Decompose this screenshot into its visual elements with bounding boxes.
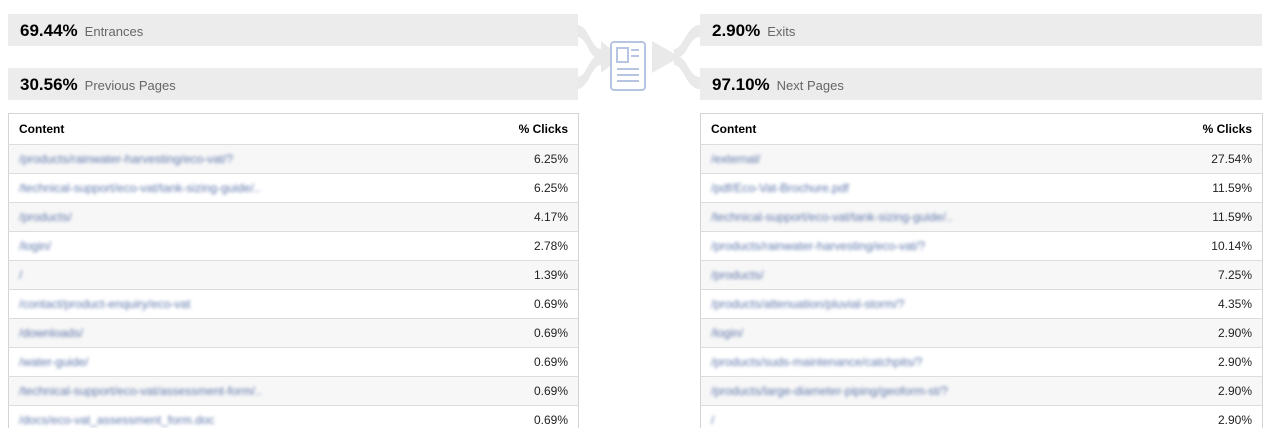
clicks-value: 0.69% xyxy=(478,347,579,377)
content-link[interactable]: /products/rainwater-harvesting/eco-vat/? xyxy=(19,152,234,166)
table-row: / 1.39% xyxy=(8,260,579,290)
content-link[interactable]: /products/ xyxy=(711,268,764,282)
content-link[interactable]: /contact/product-enquiry/eco-vat xyxy=(19,297,191,311)
table-row: /login/2.78% xyxy=(8,231,579,261)
next-pages-table: Content % Clicks /external/27.54%/pdf/Ec… xyxy=(700,113,1263,428)
content-link[interactable]: /login/ xyxy=(711,326,744,340)
table-row: /products/7.25% xyxy=(700,260,1263,290)
next-pages-percent: 97.10% xyxy=(712,75,770,94)
clicks-column-header: % Clicks xyxy=(1162,113,1263,145)
table-row: /products/suds-maintenance/catchpits/? 2.… xyxy=(700,347,1263,377)
table-header-row: Content % Clicks xyxy=(8,113,579,145)
clicks-column-header: % Clicks xyxy=(478,113,579,145)
table-row: /technical-support/eco-vat/tank-sizing-g… xyxy=(8,173,579,203)
content-link[interactable]: /external/ xyxy=(711,152,761,166)
clicks-value: 27.54% xyxy=(1162,144,1263,174)
previous-pages-percent: 30.56% xyxy=(20,75,78,94)
clicks-value: 2.90% xyxy=(1162,376,1263,406)
exits-label: Exits xyxy=(767,24,796,39)
clicks-value: 4.17% xyxy=(478,202,579,232)
table-header-row: Content % Clicks xyxy=(700,113,1263,145)
clicks-value: 11.59% xyxy=(1162,173,1263,203)
clicks-value: 4.35% xyxy=(1162,289,1263,319)
previous-pages-label: Previous Pages xyxy=(84,78,176,93)
content-link[interactable]: /login/ xyxy=(19,239,52,253)
content-link[interactable]: /products/rainwater-harvesting/eco-vat/? xyxy=(711,239,926,253)
clicks-value: 0.69% xyxy=(478,318,579,348)
clicks-value: 2.78% xyxy=(478,231,579,261)
content-link[interactable]: /products/suds-maintenance/catchpits/? xyxy=(711,355,923,369)
table-row: / 2.90% xyxy=(700,405,1263,428)
entrances-summary-bar: 69.44% Entrances xyxy=(8,14,578,46)
table-row: /external/27.54% xyxy=(700,144,1263,174)
content-link[interactable]: / xyxy=(711,413,715,427)
table-row: /products/4.17% xyxy=(8,202,579,232)
table-row: /login/2.90% xyxy=(700,318,1263,348)
next-pages-summary-bar: 97.10% Next Pages xyxy=(700,68,1262,100)
previous-pages-summary-bar: 30.56% Previous Pages xyxy=(8,68,578,100)
table-row: /contact/product-enquiry/eco-vat 0.69% xyxy=(8,289,579,319)
clicks-value: 2.90% xyxy=(1162,405,1263,428)
content-link[interactable]: /downloads/ xyxy=(19,326,84,340)
next-pages-label: Next Pages xyxy=(776,78,844,93)
content-link[interactable]: /docs/eco-vat_assessment_form.doc xyxy=(19,413,215,427)
table-row: /products/attenuation/pluvial-storm/? 4.3… xyxy=(700,289,1263,319)
content-link[interactable]: /technical-support/eco-vat/assessment-fo… xyxy=(19,384,262,398)
clicks-value: 11.59% xyxy=(1162,202,1263,232)
table-row: /technical-support/eco-vat/tank-sizing-g… xyxy=(700,202,1263,232)
clicks-value: 0.69% xyxy=(478,376,579,406)
previous-pages-table: Content % Clicks /products/rainwater-har… xyxy=(8,113,579,428)
table-row: /products/rainwater-harvesting/eco-vat/?… xyxy=(8,144,579,174)
clicks-value: 1.39% xyxy=(478,260,579,290)
entrances-percent: 69.44% xyxy=(20,21,78,40)
clicks-value: 0.69% xyxy=(478,405,579,428)
content-link[interactable]: /technical-support/eco-vat/tank-sizing-g… xyxy=(19,181,261,195)
clicks-value: 6.25% xyxy=(478,144,579,174)
table-row: /water-guide/0.69% xyxy=(8,347,579,377)
table-row: /downloads/0.69% xyxy=(8,318,579,348)
table-row: /products/large-diameter-piping/geoform-… xyxy=(700,376,1263,406)
content-column-header: Content xyxy=(8,113,479,145)
content-link[interactable]: /water-guide/ xyxy=(19,355,89,369)
table-row: /technical-support/eco-vat/assessment-fo… xyxy=(8,376,579,406)
clicks-value: 10.14% xyxy=(1162,231,1263,261)
clicks-value: 0.69% xyxy=(478,289,579,319)
clicks-value: 6.25% xyxy=(478,173,579,203)
clicks-value: 7.25% xyxy=(1162,260,1263,290)
entrances-label: Entrances xyxy=(84,24,144,39)
content-link[interactable]: /pdf/Eco-Vat-Brochure.pdf xyxy=(711,181,849,195)
content-link[interactable]: /products/attenuation/pluvial-storm/? xyxy=(711,297,905,311)
split-arrow-icon xyxy=(650,25,700,94)
exits-summary-bar: 2.90% Exits xyxy=(700,14,1262,46)
table-row: /products/rainwater-harvesting/eco-vat/?… xyxy=(700,231,1263,261)
table-row: /docs/eco-vat_assessment_form.doc 0.69% xyxy=(8,405,579,428)
content-column-header: Content xyxy=(700,113,1163,145)
clicks-value: 2.90% xyxy=(1162,347,1263,377)
table-row: /pdf/Eco-Vat-Brochure.pdf 11.59% xyxy=(700,173,1263,203)
content-link[interactable]: /products/ xyxy=(19,210,72,224)
merge-arrow-icon xyxy=(577,25,623,94)
page-document-icon xyxy=(608,40,648,97)
content-link[interactable]: / xyxy=(19,268,23,282)
content-link[interactable]: /products/large-diameter-piping/geoform-… xyxy=(711,384,948,398)
content-link[interactable]: /technical-support/eco-vat/tank-sizing-g… xyxy=(711,210,953,224)
clicks-value: 2.90% xyxy=(1162,318,1263,348)
exits-percent: 2.90% xyxy=(712,21,761,40)
